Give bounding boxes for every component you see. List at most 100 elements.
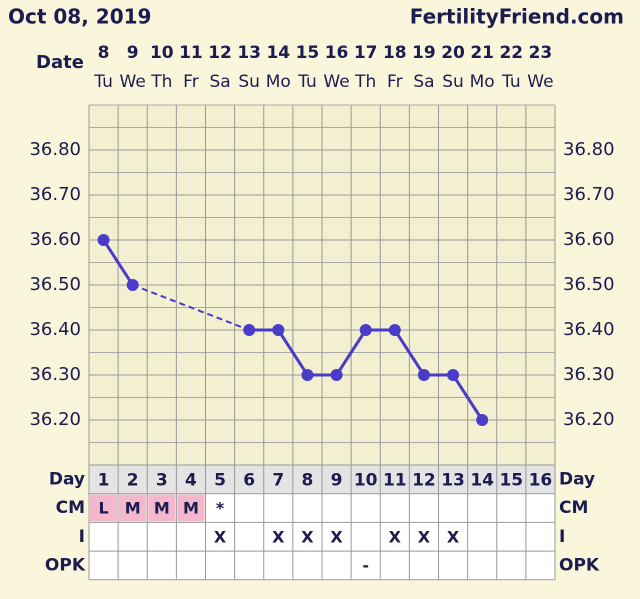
temperature-point [417, 369, 430, 381]
cell-text: L [98, 499, 108, 518]
day-number: 9 [331, 470, 343, 490]
date-label: Date [36, 52, 84, 73]
weekday: We [527, 72, 553, 92]
day-number: 14 [470, 470, 494, 490]
y-tick-label: 36.70 [29, 184, 81, 205]
cell-text: X [301, 527, 314, 546]
row-label-right: CM [559, 498, 588, 518]
temperature-point [330, 369, 343, 381]
day-number: 8 [302, 470, 314, 490]
day-number: 3 [156, 470, 168, 490]
weekday: Sa [413, 72, 434, 92]
date: 8 [98, 43, 110, 63]
cell-text: M [125, 499, 141, 518]
row-label: CM [56, 498, 85, 518]
cell-text: - [362, 556, 369, 575]
weekday: Th [354, 72, 376, 92]
cell-highlight [177, 494, 205, 522]
date: 19 [412, 43, 436, 63]
row-label: Day [49, 469, 85, 489]
date: 12 [208, 43, 232, 63]
cell-highlight [90, 494, 118, 522]
day-number: 2 [127, 470, 139, 490]
date: 10 [150, 43, 174, 63]
date: 17 [354, 43, 378, 63]
temperature-point [243, 324, 256, 336]
date: 16 [325, 43, 349, 63]
day-number: 7 [272, 470, 284, 490]
date: 22 [499, 43, 523, 63]
y-tick-label-right: 36.60 [563, 229, 615, 250]
y-tick-label-right: 36.80 [563, 139, 615, 160]
cell-text: * [216, 499, 225, 518]
day-number: 12 [412, 470, 436, 490]
day-number: 11 [383, 470, 407, 490]
y-tick-label: 36.20 [29, 409, 81, 430]
y-tick-label-right: 36.50 [563, 274, 615, 295]
cell-text: X [330, 527, 343, 546]
cell-text: X [272, 527, 285, 546]
weekday: Mo [266, 72, 291, 92]
day-number: 15 [499, 470, 523, 490]
weekday: Sa [209, 72, 230, 92]
day-number: 4 [185, 470, 197, 490]
weekday: Fr [387, 72, 403, 92]
y-tick-label: 36.80 [29, 139, 81, 160]
date: 11 [179, 43, 203, 63]
cell-text: X [389, 527, 402, 546]
date: 20 [441, 43, 465, 63]
temperature-point [388, 324, 401, 336]
temperature-point [447, 369, 460, 381]
weekday: Tu [93, 72, 113, 92]
weekday: Tu [297, 72, 317, 92]
temperature-line [102, 239, 134, 286]
day-number: 6 [243, 470, 255, 490]
y-tick-label-right: 36.20 [563, 409, 615, 430]
y-tick-label-right: 36.30 [563, 364, 615, 385]
date: 23 [529, 43, 553, 63]
day-number: 5 [214, 470, 226, 490]
date: 21 [470, 43, 494, 63]
row-label: OPK [45, 555, 86, 575]
weekday: Fr [183, 72, 199, 92]
y-tick-label: 36.50 [29, 274, 81, 295]
y-tick-label: 36.30 [29, 364, 81, 385]
weekday: Su [238, 72, 260, 92]
weekday: Su [442, 72, 464, 92]
cell-text: X [447, 527, 460, 546]
site-name: FertilityFriend.com [410, 5, 624, 29]
cell-text: X [214, 527, 227, 546]
temperature-point [272, 324, 285, 336]
date: 18 [383, 43, 407, 63]
date: 14 [266, 43, 290, 63]
y-tick-label-right: 36.70 [563, 184, 615, 205]
temperature-point [126, 279, 139, 291]
date: 13 [237, 43, 261, 63]
row-label-right: OPK [559, 555, 600, 575]
day-number: 16 [529, 470, 553, 490]
cell-highlight [148, 494, 176, 522]
cell-text: X [418, 527, 431, 546]
weekday: We [120, 72, 146, 92]
cell-text: M [154, 499, 170, 518]
temperature-point [97, 234, 110, 246]
weekday: Mo [470, 72, 495, 92]
chart-title: Oct 08, 2019 [8, 5, 151, 29]
weekday: Th [150, 72, 172, 92]
day-number: 10 [354, 470, 378, 490]
row-label-right: Day [559, 469, 595, 489]
day-number: 1 [98, 470, 110, 490]
y-tick-label-right: 36.40 [563, 319, 615, 340]
date: 15 [296, 43, 320, 63]
temperature-point [301, 369, 314, 381]
temperature-point [476, 414, 489, 426]
y-tick-label: 36.60 [29, 229, 81, 250]
date: 9 [127, 43, 139, 63]
y-tick-label: 36.40 [29, 319, 81, 340]
row-label: I [79, 527, 85, 547]
temperature-point [359, 324, 372, 336]
weekday: Tu [501, 72, 521, 92]
row-label-right: I [559, 527, 565, 547]
cell-highlight [119, 494, 147, 522]
